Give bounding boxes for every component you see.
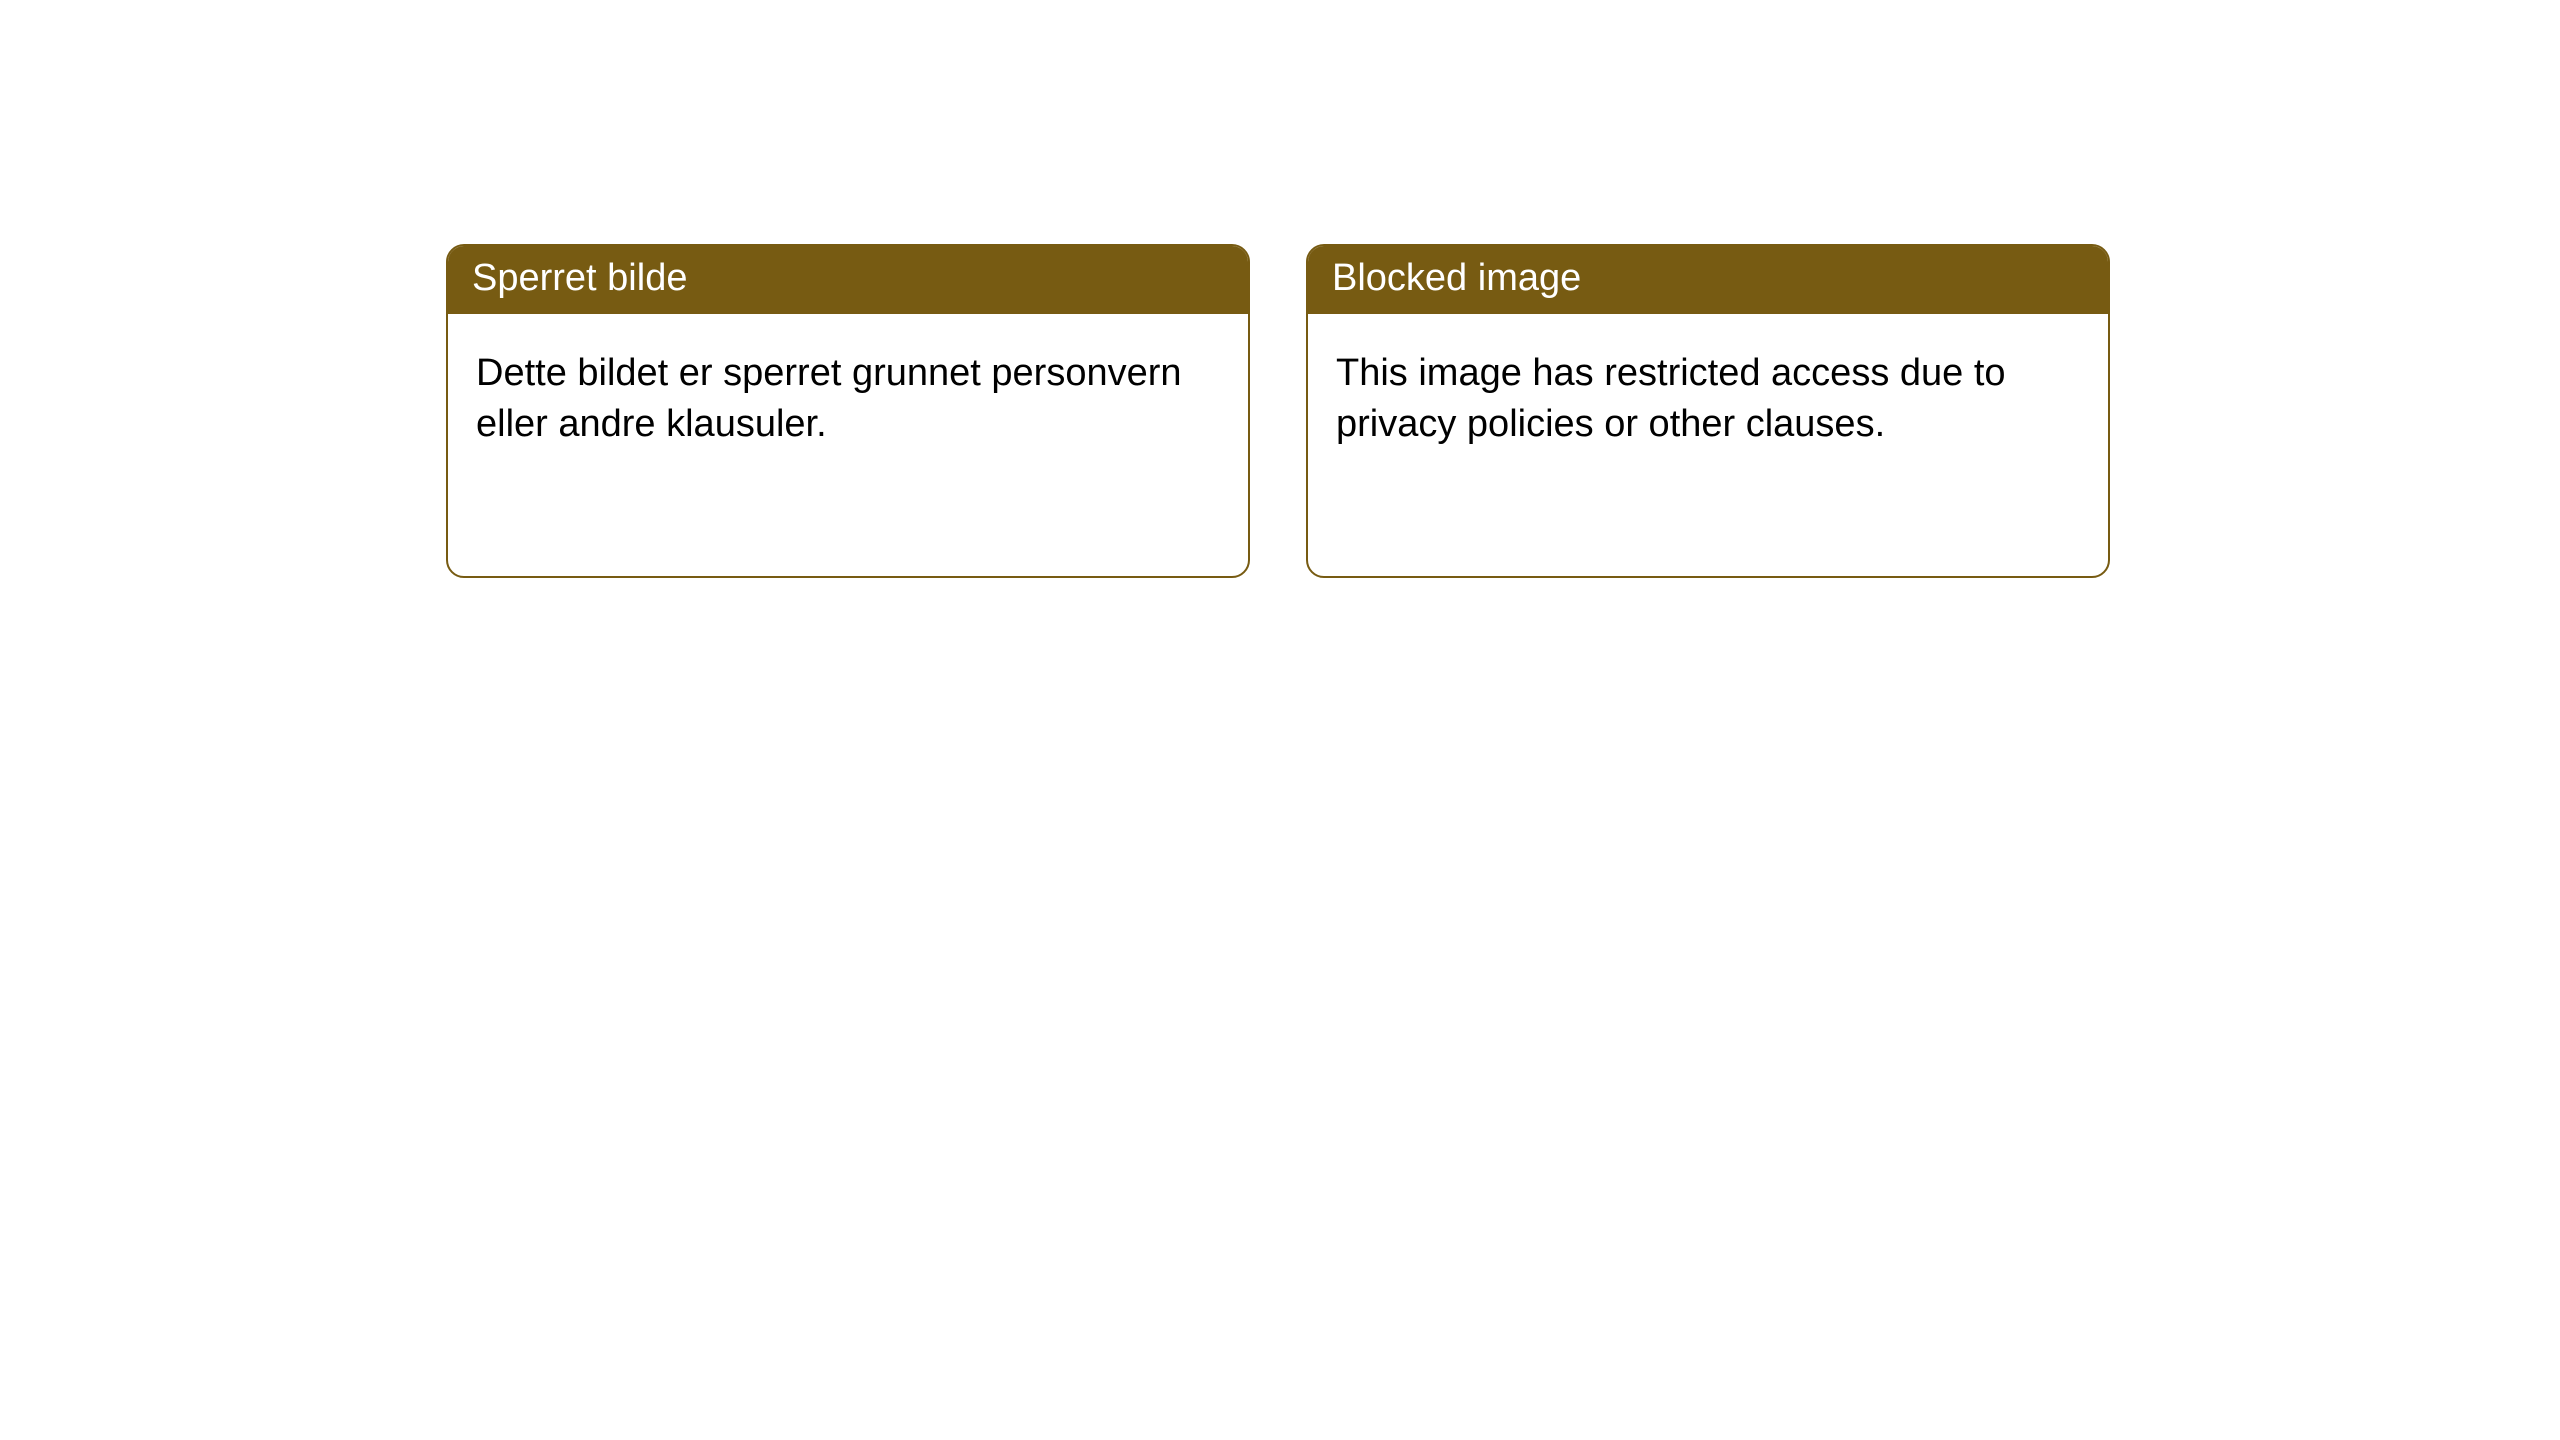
panel-header-norwegian: Sperret bilde bbox=[448, 246, 1248, 314]
panel-english: Blocked image This image has restricted … bbox=[1306, 244, 2110, 578]
panel-header-english: Blocked image bbox=[1308, 246, 2108, 314]
panel-body-norwegian: Dette bildet er sperret grunnet personve… bbox=[448, 314, 1248, 485]
panel-body-english: This image has restricted access due to … bbox=[1308, 314, 2108, 485]
panel-container: Sperret bilde Dette bildet er sperret gr… bbox=[0, 0, 2560, 578]
panel-norwegian: Sperret bilde Dette bildet er sperret gr… bbox=[446, 244, 1250, 578]
